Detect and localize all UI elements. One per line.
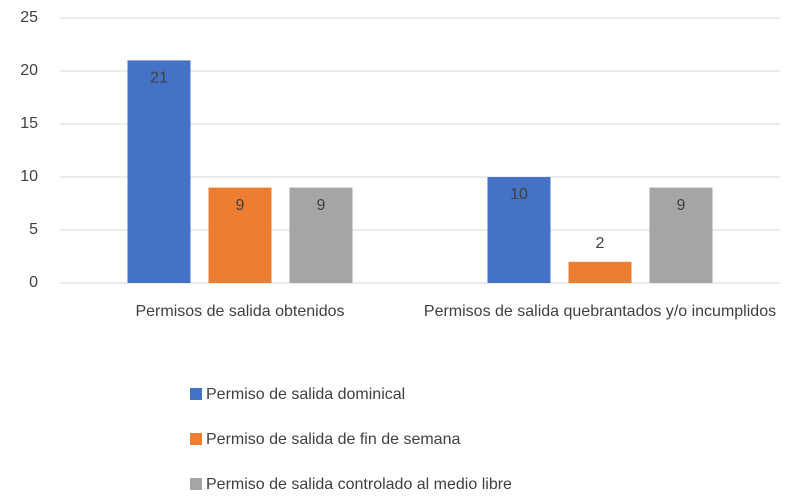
- data-label: 10: [510, 186, 528, 203]
- legend-swatch: [190, 433, 202, 445]
- legend-item: Permiso de salida de fin de semana: [190, 430, 460, 450]
- x-tick-label: Permisos de salida quebrantados y/o incu…: [423, 303, 777, 320]
- legend-item: Permiso de salida dominical: [190, 385, 405, 405]
- bar: [127, 60, 191, 284]
- legend-item: Permiso de salida controlado al medio li…: [190, 475, 512, 495]
- y-tick-label: 10: [20, 168, 38, 185]
- legend-swatch: [190, 478, 202, 490]
- bar: [487, 177, 551, 283]
- y-tick-label: 0: [29, 274, 38, 291]
- bar: [568, 261, 632, 283]
- y-tick-label: 15: [20, 115, 38, 132]
- legend-label: Permiso de salida de fin de semana: [206, 431, 461, 448]
- data-label: 21: [150, 70, 168, 87]
- y-tick-label: 25: [20, 9, 38, 26]
- legend-swatch: [190, 388, 202, 400]
- y-tick-label: 5: [29, 221, 38, 238]
- x-tick-label: Permisos de salida obtenidos: [135, 303, 345, 320]
- bar: [649, 187, 713, 283]
- legend-label: Permiso de salida dominical: [206, 386, 406, 403]
- legend-label: Permiso de salida controlado al medio li…: [206, 476, 512, 493]
- data-label: 9: [317, 197, 326, 214]
- bar: [208, 187, 272, 283]
- bar: [289, 187, 353, 283]
- data-label: 2: [596, 235, 605, 252]
- data-label: 9: [677, 197, 686, 214]
- data-label: 9: [236, 197, 245, 214]
- y-tick-label: 20: [20, 62, 38, 79]
